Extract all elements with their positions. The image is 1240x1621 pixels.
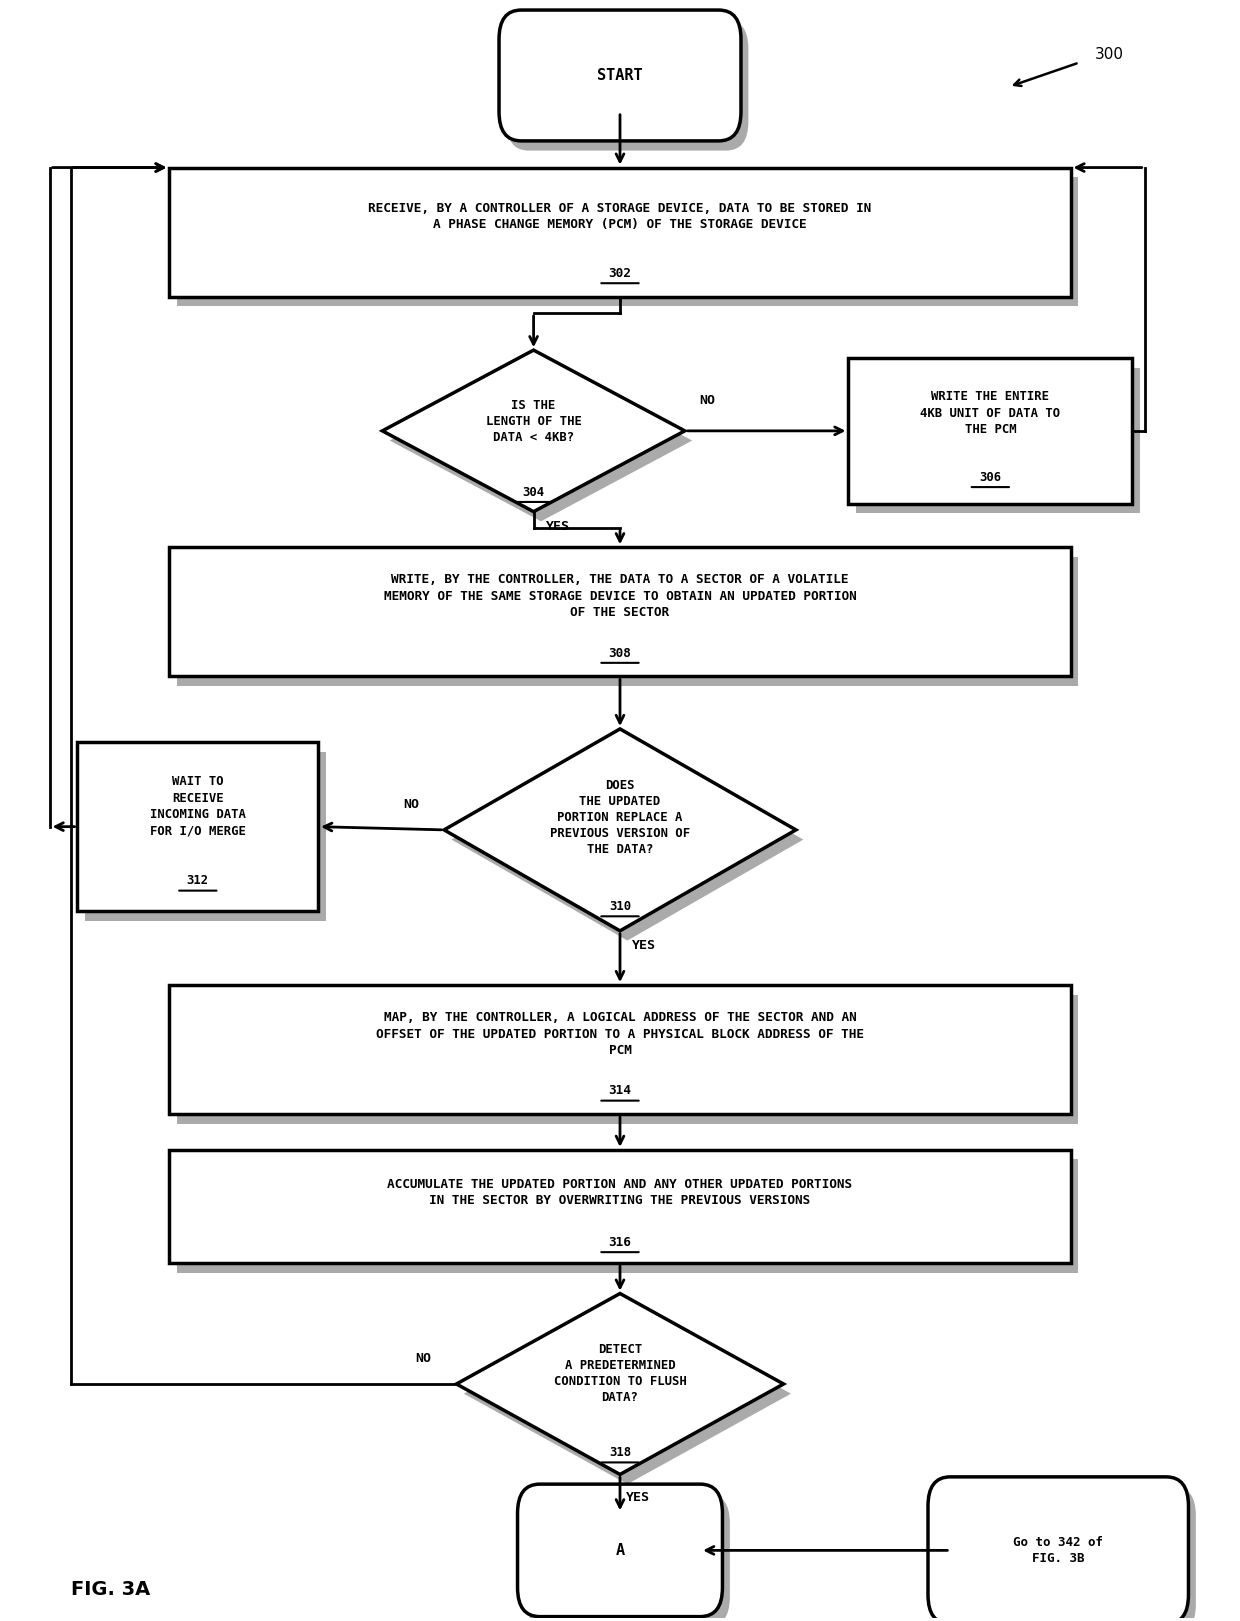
FancyBboxPatch shape	[498, 10, 742, 141]
Text: 302: 302	[609, 267, 631, 280]
Text: MAP, BY THE CONTROLLER, A LOGICAL ADDRESS OF THE SECTOR AND AN
OFFSET OF THE UPD: MAP, BY THE CONTROLLER, A LOGICAL ADDRES…	[376, 1012, 864, 1057]
FancyBboxPatch shape	[177, 558, 1078, 686]
Text: DOES
THE UPDATED
PORTION REPLACE A
PREVIOUS VERSION OF
THE DATA?: DOES THE UPDATED PORTION REPLACE A PREVI…	[549, 780, 691, 856]
Text: A: A	[615, 1543, 625, 1558]
Polygon shape	[389, 360, 692, 522]
Polygon shape	[464, 1303, 791, 1485]
FancyBboxPatch shape	[928, 1477, 1188, 1621]
FancyBboxPatch shape	[935, 1486, 1195, 1621]
Polygon shape	[382, 350, 684, 512]
FancyBboxPatch shape	[177, 1159, 1078, 1272]
FancyBboxPatch shape	[170, 548, 1070, 676]
Text: DETECT
A PREDETERMINED
CONDITION TO FLUSH
DATA?: DETECT A PREDETERMINED CONDITION TO FLUS…	[553, 1342, 687, 1404]
Text: 304: 304	[522, 486, 544, 499]
Text: YES: YES	[632, 939, 656, 952]
FancyBboxPatch shape	[525, 1495, 730, 1621]
Polygon shape	[456, 1294, 784, 1475]
Text: FIG. 3A: FIG. 3A	[71, 1579, 150, 1598]
Text: YES: YES	[626, 1491, 650, 1504]
Polygon shape	[451, 739, 804, 940]
Text: NO: NO	[403, 798, 419, 810]
Text: 312: 312	[187, 874, 208, 887]
Text: NO: NO	[415, 1352, 432, 1365]
Text: 306: 306	[980, 470, 1002, 485]
Text: 314: 314	[609, 1084, 631, 1097]
Text: IS THE
LENGTH OF THE
DATA < 4KB?: IS THE LENGTH OF THE DATA < 4KB?	[486, 399, 582, 444]
FancyBboxPatch shape	[848, 358, 1132, 504]
Text: ACCUMULATE THE UPDATED PORTION AND ANY OTHER UPDATED PORTIONS
IN THE SECTOR BY O: ACCUMULATE THE UPDATED PORTION AND ANY O…	[387, 1178, 853, 1208]
Text: YES: YES	[546, 520, 570, 533]
FancyBboxPatch shape	[170, 1149, 1070, 1263]
Polygon shape	[444, 729, 796, 930]
FancyBboxPatch shape	[517, 1485, 723, 1616]
FancyBboxPatch shape	[77, 742, 319, 911]
FancyBboxPatch shape	[84, 752, 326, 921]
FancyBboxPatch shape	[177, 995, 1078, 1123]
Text: WRITE, BY THE CONTROLLER, THE DATA TO A SECTOR OF A VOLATILE
MEMORY OF THE SAME : WRITE, BY THE CONTROLLER, THE DATA TO A …	[383, 574, 857, 619]
FancyBboxPatch shape	[856, 368, 1140, 514]
Text: WRITE THE ENTIRE
4KB UNIT OF DATA TO
THE PCM: WRITE THE ENTIRE 4KB UNIT OF DATA TO THE…	[920, 391, 1060, 436]
FancyBboxPatch shape	[170, 167, 1070, 297]
Text: 316: 316	[609, 1235, 631, 1248]
Text: NO: NO	[699, 394, 715, 407]
Text: WAIT TO
RECEIVE
INCOMING DATA
FOR I/O MERGE: WAIT TO RECEIVE INCOMING DATA FOR I/O ME…	[150, 775, 246, 838]
FancyBboxPatch shape	[170, 986, 1070, 1114]
FancyBboxPatch shape	[506, 19, 749, 151]
Text: START: START	[598, 68, 642, 83]
FancyBboxPatch shape	[177, 177, 1078, 306]
Text: 308: 308	[609, 647, 631, 660]
Text: 300: 300	[1095, 47, 1125, 62]
Text: RECEIVE, BY A CONTROLLER OF A STORAGE DEVICE, DATA TO BE STORED IN
A PHASE CHANG: RECEIVE, BY A CONTROLLER OF A STORAGE DE…	[368, 203, 872, 232]
Text: 318: 318	[609, 1446, 631, 1459]
Text: Go to 342 of
FIG. 3B: Go to 342 of FIG. 3B	[1013, 1535, 1104, 1564]
Text: 310: 310	[609, 900, 631, 913]
